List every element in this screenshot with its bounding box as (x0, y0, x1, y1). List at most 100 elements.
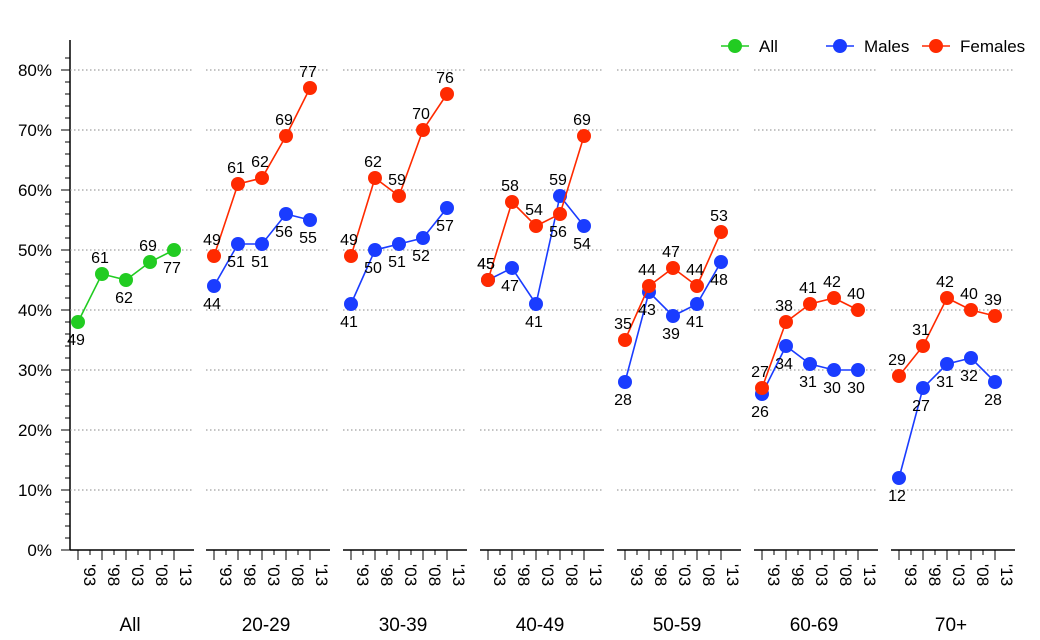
data-label: 41 (799, 280, 817, 297)
x-tick-label: '08 (425, 564, 444, 586)
x-tick-label: '08 (973, 564, 992, 586)
data-label: 77 (299, 64, 317, 81)
data-label: 41 (340, 314, 358, 331)
data-label: 56 (275, 224, 293, 241)
data-point-males (714, 255, 728, 269)
data-label: 69 (139, 238, 157, 255)
data-point-females (988, 309, 1002, 323)
x-tick-label: '03 (538, 564, 557, 586)
legend-label: Males (864, 37, 909, 56)
data-point-females (690, 279, 704, 293)
data-point-females (779, 315, 793, 329)
data-point-males (255, 237, 269, 251)
data-label: 44 (638, 262, 656, 279)
data-point-males (231, 237, 245, 251)
x-tick-label: '13 (860, 564, 879, 586)
data-point-females (440, 87, 454, 101)
x-tick-label: '03 (128, 564, 147, 586)
data-point-females (618, 333, 632, 347)
x-tick-label: '93 (80, 564, 99, 586)
data-label: 47 (501, 278, 519, 295)
data-point-females (529, 219, 543, 233)
data-point-males (416, 231, 430, 245)
data-point-females (892, 369, 906, 383)
data-label: 54 (525, 202, 543, 219)
data-label: 51 (388, 254, 406, 271)
x-tick-label: '98 (377, 564, 396, 586)
x-tick-label: '98 (240, 564, 259, 586)
data-point-all (119, 273, 133, 287)
group-label: 70+ (935, 615, 967, 636)
data-label: 44 (686, 262, 704, 279)
group-label: 20-29 (242, 615, 291, 636)
x-tick-label: '13 (586, 564, 605, 586)
data-label: 51 (227, 254, 245, 271)
x-tick-label: '93 (764, 564, 783, 586)
data-point-males (529, 297, 543, 311)
x-tick-label: '93 (627, 564, 646, 586)
data-point-females (964, 303, 978, 317)
data-point-males (440, 201, 454, 215)
y-tick-label: 30% (18, 361, 52, 380)
data-label: 44 (203, 296, 221, 313)
x-tick-label: '93 (216, 564, 235, 586)
data-label: 52 (412, 248, 430, 265)
data-point-males (303, 213, 317, 227)
data-point-females (481, 273, 495, 287)
data-point-females (368, 171, 382, 185)
data-label: 42 (936, 274, 954, 291)
data-label: 40 (960, 286, 978, 303)
legend-marker (833, 39, 847, 53)
data-point-all (167, 243, 181, 257)
data-point-females (714, 225, 728, 239)
group-label: 40-49 (516, 615, 565, 636)
data-point-females (392, 189, 406, 203)
data-label: 38 (775, 298, 793, 315)
data-label: 41 (525, 314, 543, 331)
data-point-males (344, 297, 358, 311)
data-label: 53 (710, 208, 728, 225)
data-point-females (279, 129, 293, 143)
data-point-males (279, 207, 293, 221)
data-label: 31 (912, 322, 930, 339)
data-point-males (940, 357, 954, 371)
x-tick-label: '03 (812, 564, 831, 586)
data-label: 42 (823, 274, 841, 291)
data-point-males (577, 219, 591, 233)
x-tick-label: '08 (152, 564, 171, 586)
data-label: 29 (888, 352, 906, 369)
x-tick-label: '03 (949, 564, 968, 586)
y-tick-label: 40% (18, 301, 52, 320)
y-tick-label: 60% (18, 181, 52, 200)
data-label: 32 (960, 368, 978, 385)
data-label: 49 (203, 232, 221, 249)
data-point-all (71, 315, 85, 329)
data-point-males (553, 189, 567, 203)
data-label: 62 (364, 154, 382, 171)
data-label: 59 (388, 172, 406, 189)
data-label: 61 (227, 160, 245, 177)
legend-marker (929, 39, 943, 53)
data-label: 31 (936, 374, 954, 391)
x-tick-label: '08 (562, 564, 581, 586)
data-point-all (143, 255, 157, 269)
data-label: 69 (573, 112, 591, 129)
data-label: 62 (115, 290, 133, 307)
y-tick-label: 70% (18, 121, 52, 140)
data-label: 59 (549, 172, 567, 189)
data-point-males (392, 237, 406, 251)
y-tick-label: 20% (18, 421, 52, 440)
x-tick-label: '93 (901, 564, 920, 586)
data-label: 77 (163, 260, 181, 277)
data-label: 27 (912, 398, 930, 415)
data-label: 41 (686, 314, 704, 331)
legend-marker (728, 39, 742, 53)
x-tick-label: '98 (788, 564, 807, 586)
x-tick-label: '03 (264, 564, 283, 586)
data-label: 27 (751, 364, 769, 381)
legend-label: Females (960, 37, 1025, 56)
data-point-females (803, 297, 817, 311)
data-label: 76 (436, 70, 454, 87)
data-label: 61 (91, 250, 109, 267)
legend-label: All (759, 37, 778, 56)
